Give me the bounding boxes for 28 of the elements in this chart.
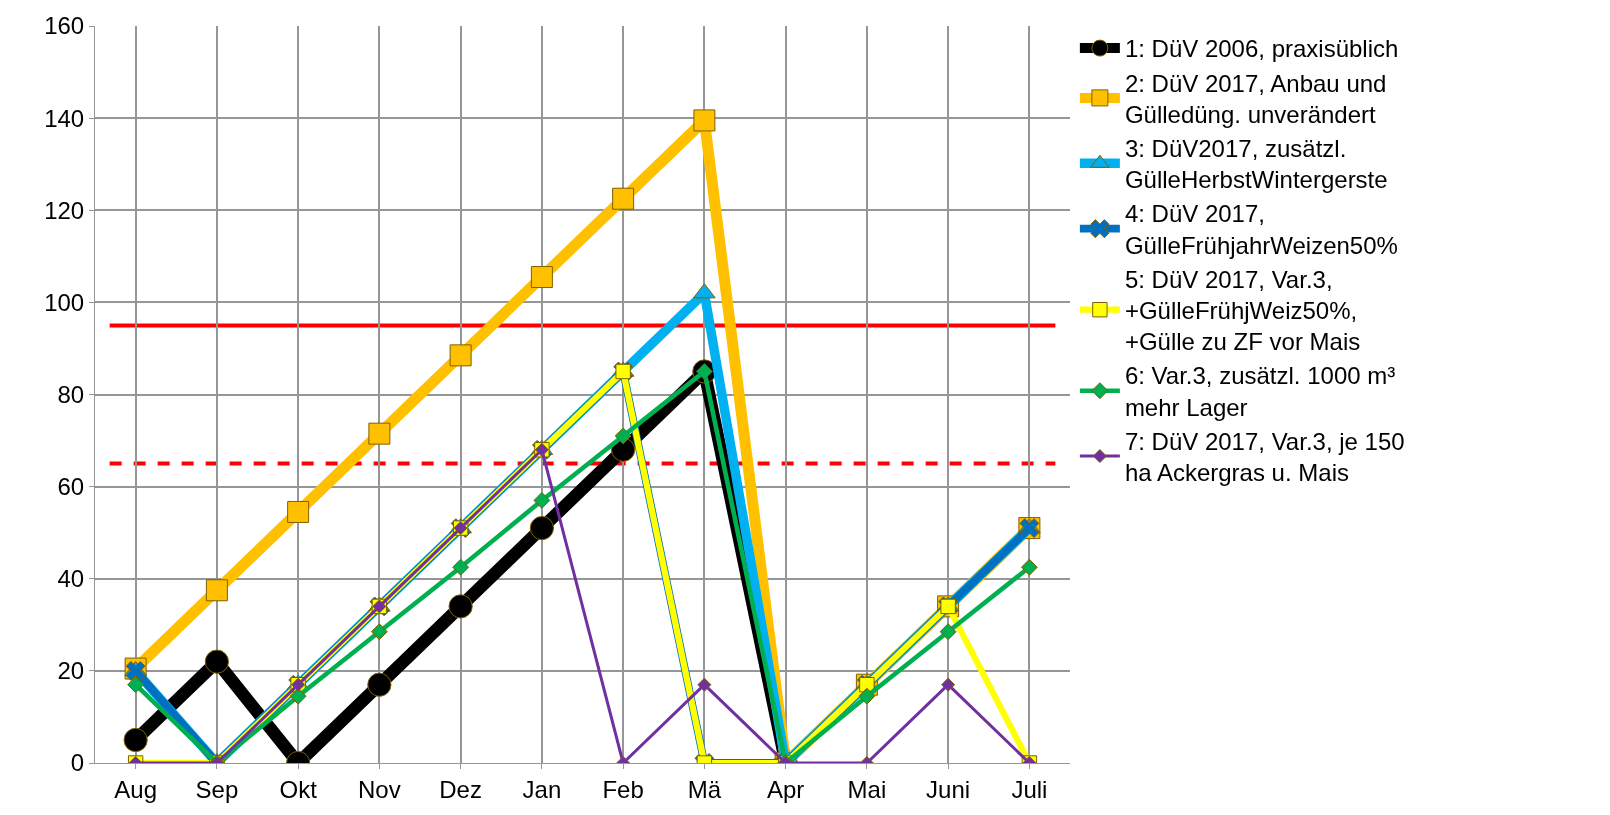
x-tick-label: Juli [1011,775,1048,803]
x-tick-label: Okt [279,775,318,803]
y-tick-label: 0 [70,749,85,777]
legend-label: 1: DüV 2006, praxisüblich [1124,35,1399,63]
y-tick-label: 60 [57,473,85,501]
legend-label: 4: DüV 2017, GülleFrühjahrWeizen50% [1124,200,1398,259]
y-tick-label: 40 [57,565,85,593]
y-tick-label: 80 [57,380,85,408]
x-tick-label: Jan [522,775,562,803]
y-tick-label: 140 [44,104,85,132]
legend-label: 3: DüV2017, zusätzl. GülleHerbstWintergerste [1124,135,1388,194]
x-tick-label: Dez [439,775,482,803]
y-tick-label: 100 [44,288,85,316]
x-tick-label: Juni [926,775,971,803]
legend-label: 7: DüV 2017, Var.3, je 150 ha Ackergras u. Mais [1124,427,1405,487]
x-tick-label: Apr [766,775,805,803]
x-tick-label: Aug [114,775,157,803]
y-tick-label: 160 [44,12,85,40]
x-tick-label: Mai [847,775,887,803]
y-tick-label: 120 [44,196,85,224]
y-tick-label: 20 [57,657,85,685]
legend-label: 2: DüV 2017, Anbau und Gülledüng. unverändert [1124,69,1387,128]
x-tick-label: Sep [195,775,239,803]
x-tick-label: Mä [687,775,722,803]
x-tick-label: Nov [358,775,401,803]
legend-label: 5: DüV 2017, Var.3, +GülleFrühjWeiz50%, +Gülle zu ZF vor Mais [1124,265,1361,356]
legend-label: 6: Var.3, zusätzl. 1000 m³ mehr Lager [1124,362,1396,421]
x-tick-label: Feb [602,775,644,803]
